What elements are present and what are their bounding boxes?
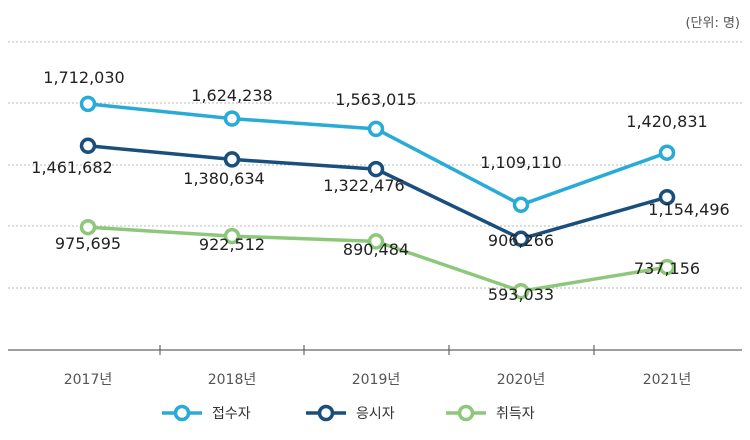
series-lines xyxy=(79,95,676,300)
legend-label: 응시자 xyxy=(356,406,395,422)
x-tick-label: 2020년 xyxy=(497,372,546,388)
data-label: 975,695 xyxy=(55,234,121,253)
data-label: 593,033 xyxy=(488,285,554,304)
x-tick-label: 2018년 xyxy=(208,372,257,388)
x-tick-label: 2017년 xyxy=(64,372,113,388)
x-axis: 2017년 2018년 2019년 2020년 2021년 xyxy=(8,345,742,388)
data-label: 1,322,476 xyxy=(323,176,404,195)
data-point xyxy=(367,120,385,138)
legend-marker xyxy=(173,404,191,422)
data-label: 922,512 xyxy=(199,235,265,254)
data-label: 1,109,110 xyxy=(480,153,561,172)
legend-marker xyxy=(317,404,335,422)
data-point xyxy=(512,282,530,300)
data-label: 890,484 xyxy=(343,240,409,259)
legend-label: 취득자 xyxy=(496,406,535,422)
data-label: 1,712,030 xyxy=(43,68,124,87)
data-labels: 1,712,030 1,624,238 1,563,015 1,109,110 1,42… xyxy=(31,68,729,304)
x-tick-label: 2019년 xyxy=(352,372,401,388)
data-point xyxy=(658,258,676,276)
data-label: 1,563,015 xyxy=(335,90,416,109)
legend-label: 접수자 xyxy=(212,406,251,422)
data-point xyxy=(223,151,241,168)
data-label: 1,624,238 xyxy=(191,86,272,105)
legend-item-1: 응시자 xyxy=(306,404,395,422)
data-point xyxy=(658,144,676,161)
data-point xyxy=(79,218,97,236)
x-tick-label: 2021년 xyxy=(643,372,692,388)
data-label: 906,266 xyxy=(488,231,554,250)
data-label: 1,461,682 xyxy=(31,158,112,177)
data-point xyxy=(79,137,97,155)
data-point xyxy=(658,188,676,206)
legend: 접수자 응시자 취득자 xyxy=(162,404,535,422)
data-point xyxy=(79,95,97,113)
data-point xyxy=(367,233,385,250)
data-label: 1,380,634 xyxy=(183,169,264,188)
data-point xyxy=(512,230,530,248)
data-point xyxy=(367,160,385,178)
unit-note: (단위: 명) xyxy=(685,16,740,31)
legend-marker xyxy=(457,404,475,422)
legend-item-2: 취득자 xyxy=(446,404,535,422)
data-label: 737,156 xyxy=(634,259,700,278)
data-label: 1,154,496 xyxy=(648,200,729,219)
data-point xyxy=(223,110,241,127)
data-label: 1,420,831 xyxy=(626,112,707,131)
data-point xyxy=(223,227,241,245)
legend-item-0: 접수자 xyxy=(162,404,251,422)
data-point xyxy=(512,196,530,214)
